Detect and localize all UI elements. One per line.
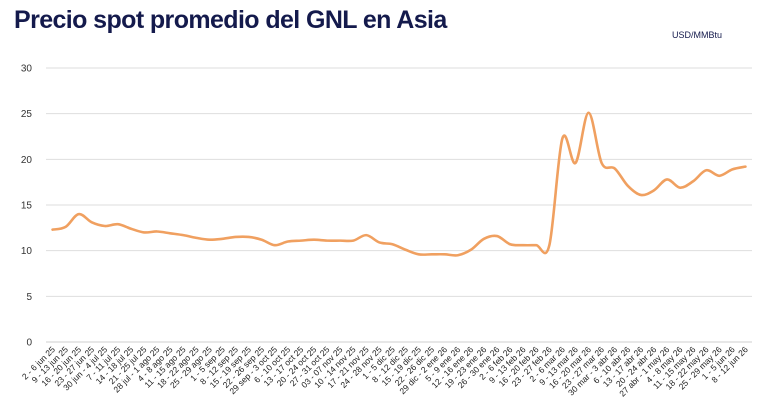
data-point (117, 223, 119, 225)
data-point (587, 112, 589, 114)
y-tick-label: 25 (21, 109, 33, 120)
y-tick-label: 15 (21, 201, 33, 212)
data-point (509, 243, 511, 245)
data-point (666, 178, 668, 180)
data-point (339, 239, 341, 241)
data-point (156, 230, 158, 232)
data-point (496, 235, 498, 237)
data-point (679, 186, 681, 188)
grid-lines (46, 67, 752, 343)
data-point (130, 228, 132, 230)
data-point (391, 243, 393, 245)
data-point (535, 244, 537, 246)
data-point (313, 239, 315, 241)
data-point (457, 254, 459, 256)
data-point (104, 225, 106, 227)
series-line (51, 111, 747, 257)
data-point (208, 239, 210, 241)
y-tick-label: 10 (21, 246, 33, 257)
data-point (378, 241, 380, 243)
series-group (51, 111, 747, 257)
data-point (744, 165, 746, 167)
data-point (51, 228, 53, 230)
data-point (287, 240, 289, 242)
data-point (483, 238, 485, 240)
data-point (522, 244, 524, 246)
data-point (169, 232, 171, 234)
y-tick-label: 5 (26, 292, 32, 303)
data-point (234, 236, 236, 238)
data-point (718, 175, 720, 177)
data-point (64, 226, 66, 228)
unit-label: USD/MMBtu (672, 30, 723, 40)
data-point (221, 238, 223, 240)
y-tick-label: 0 (26, 338, 32, 349)
data-point (627, 185, 629, 187)
data-point (640, 194, 642, 196)
data-point (182, 234, 184, 236)
y-axis-ticks: 0 5 10 15 20 25 30 (21, 64, 33, 349)
chart-title: Precio spot promedio del GNL en Asia (14, 6, 447, 34)
data-point (444, 253, 446, 255)
data-point (561, 137, 563, 139)
data-point (470, 249, 472, 251)
data-point (300, 239, 302, 241)
data-point (91, 221, 93, 223)
data-point (705, 169, 707, 171)
y-tick-label: 30 (21, 64, 33, 75)
data-point (365, 234, 367, 236)
data-point (731, 168, 733, 170)
data-point (195, 237, 197, 239)
data-point (274, 244, 276, 246)
data-point (430, 253, 432, 255)
data-point (653, 189, 655, 191)
data-point (143, 231, 145, 233)
data-point (77, 213, 79, 215)
data-point (600, 162, 602, 164)
data-point (352, 239, 354, 241)
data-point (247, 236, 249, 238)
data-point (692, 180, 694, 182)
data-point (574, 162, 576, 164)
y-tick-label: 20 (21, 155, 33, 166)
data-point (261, 239, 263, 241)
data-point (404, 249, 406, 251)
data-point (614, 167, 616, 169)
data-point (326, 239, 328, 241)
data-point (548, 244, 550, 246)
data-point (417, 253, 419, 255)
